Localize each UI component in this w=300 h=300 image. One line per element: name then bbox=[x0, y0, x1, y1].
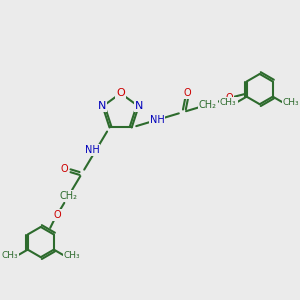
Text: N: N bbox=[98, 101, 106, 111]
Text: O: O bbox=[53, 210, 61, 220]
Text: CH₃: CH₃ bbox=[64, 251, 80, 260]
Text: CH₃: CH₃ bbox=[220, 98, 237, 107]
Text: NH: NH bbox=[150, 115, 164, 125]
Text: NH: NH bbox=[85, 145, 100, 155]
Text: CH₂: CH₂ bbox=[60, 190, 78, 201]
Text: O: O bbox=[226, 93, 233, 103]
Text: N: N bbox=[135, 101, 144, 111]
Text: CH₃: CH₃ bbox=[1, 251, 18, 260]
Text: CH₂: CH₂ bbox=[199, 100, 217, 110]
Text: CH₃: CH₃ bbox=[283, 98, 299, 107]
Text: O: O bbox=[116, 88, 125, 98]
Text: O: O bbox=[60, 164, 68, 173]
Text: O: O bbox=[184, 88, 191, 98]
